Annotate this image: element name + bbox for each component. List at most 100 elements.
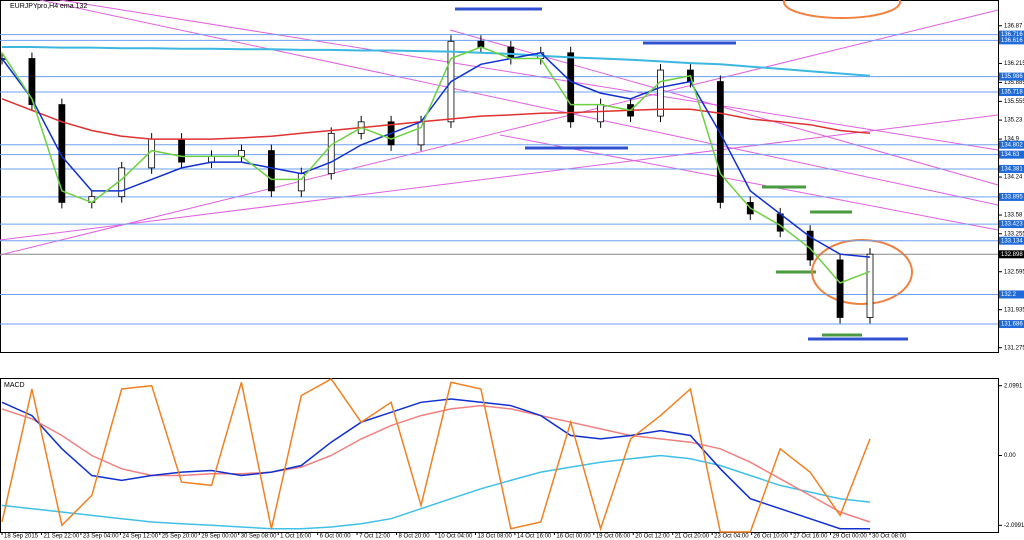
y-tick-label: 133.255 [1004,231,1024,237]
candle-body [836,259,844,318]
level-label-bg [999,220,1024,229]
level-label: 134.802 [1001,142,1023,148]
candle-body [716,81,724,203]
level-label: 133.423 [1001,222,1023,228]
level-label-bg [999,88,1024,97]
candle-body [208,155,215,163]
level-label: 131.686 [1001,322,1023,328]
y-tick-label: 132.595 [1004,269,1024,275]
series-line [1,454,871,530]
series-line [1,398,870,530]
level-label-bg [999,320,1024,329]
y-tick-label: 136.87 [1004,23,1023,29]
x-tick-label: 8 Oct 20:00 [399,534,431,540]
x-tick-label: 23 Sep 04:00 [83,534,119,540]
level-label: 134.381 [1001,167,1023,173]
annotations [455,0,913,341]
level-label-bg [999,140,1024,149]
y-tick-label: 135.885 [1004,80,1024,86]
candle-body [597,104,605,123]
series-line [2,46,871,77]
y-tick-label: 131.275 [1004,345,1024,351]
level-label: 133.895 [1001,195,1023,201]
price-panel [0,0,999,353]
highlight [811,239,913,305]
level-label-bg [999,236,1024,245]
y-tick-label: 2.0991 [1004,383,1023,389]
level-label: 135.718 [1001,90,1023,96]
x-tick-label: 18 Sep 2015 [4,534,39,540]
series-line [1,378,871,533]
level-label: 133.134 [1001,238,1023,244]
candle-body [58,104,66,203]
y-tick-label: 135.555 [1004,99,1024,105]
level-label-bg [999,30,1024,39]
series-line [1,404,871,523]
level-label-bg [999,150,1024,159]
x-tick-label: 29 Sep 00:00 [201,534,237,540]
level-label-bg [999,290,1024,299]
panel-title: MACD [4,382,25,389]
level-label-bg [999,250,1024,259]
candle-body [567,52,575,123]
x-tick-label: 6 Oct 00:00 [320,534,352,540]
x-tick-label: 7 Oct 12:00 [359,534,391,540]
candle-body [267,150,275,192]
highlight [783,0,901,19]
x-tick-label: 21 Oct 20:00 [675,534,710,540]
x-tick-label: 10 Oct 04:00 [438,534,473,540]
x-tick-label: 26 Oct 10:00 [754,534,789,540]
chart-title: EURJPYpro,H4 [10,3,58,10]
trend-line [59,0,999,151]
level-label: 136.716 [1001,32,1023,38]
x-tick-label: 21 Sep 22:00 [43,534,79,540]
trend-line [0,114,999,241]
x-tick-label: 29 Oct 00:00 [833,534,868,540]
candle-body [118,167,126,198]
candle-body [776,213,784,232]
level-label: 136.616 [1001,38,1023,44]
y-tick-label: 136.215 [1004,61,1024,67]
level-label-bg [999,164,1024,173]
y-tick-label: 0.00 [1004,453,1016,459]
x-tick-label: 24 Sep 12:00 [122,534,158,540]
x-tick-label: 19 Oct 06:00 [596,534,631,540]
y-tick-label: 135.23 [1004,118,1023,124]
candle-body [238,150,245,157]
trend-line [0,9,999,256]
y-tick-label: -2.0991 [1004,523,1024,529]
x-tick-label: 20 Oct 12:00 [635,534,670,540]
x-tick-label: 13 Oct 08:00 [477,534,512,540]
level-label: 135.986 [1001,74,1023,80]
x-tick-label: 30 Sep 08:00 [241,534,277,540]
level-label-bg [999,36,1024,45]
candle-body [28,58,36,105]
level-label: 134.63 [1001,152,1020,158]
candle-body [477,40,485,48]
x-tick-label: 23 Oct 04:00 [714,534,749,540]
level-label-bg [999,192,1024,201]
x-tick-label: 25 Sep 20:00 [162,534,198,540]
indicator-label: ema 132 [60,3,87,10]
candle-body [657,69,664,117]
level-label: 132.898 [1001,252,1023,258]
level-label-bg [999,72,1024,81]
x-tick-label: 30 Oct 08:00 [872,534,907,540]
y-tick-label: 134.24 [1004,175,1023,181]
candle-body [866,253,874,318]
y-tick-label: 134.9 [1004,137,1020,143]
x-tick-label: 16 Oct 00:00 [556,534,591,540]
trend-line [499,134,999,231]
candle-body [507,46,515,59]
x-tick-label: 1 Oct 16:00 [280,534,312,540]
level-label: 132.2 [1001,292,1017,298]
series-line [1,51,871,258]
y-tick-label: 133.58 [1004,213,1023,219]
x-tick-label: 14 Oct 16:00 [517,534,552,540]
series-line [1,46,871,284]
y-tick-label: 131.935 [1004,307,1024,313]
candle-body [178,138,185,163]
candle-body [327,132,335,175]
